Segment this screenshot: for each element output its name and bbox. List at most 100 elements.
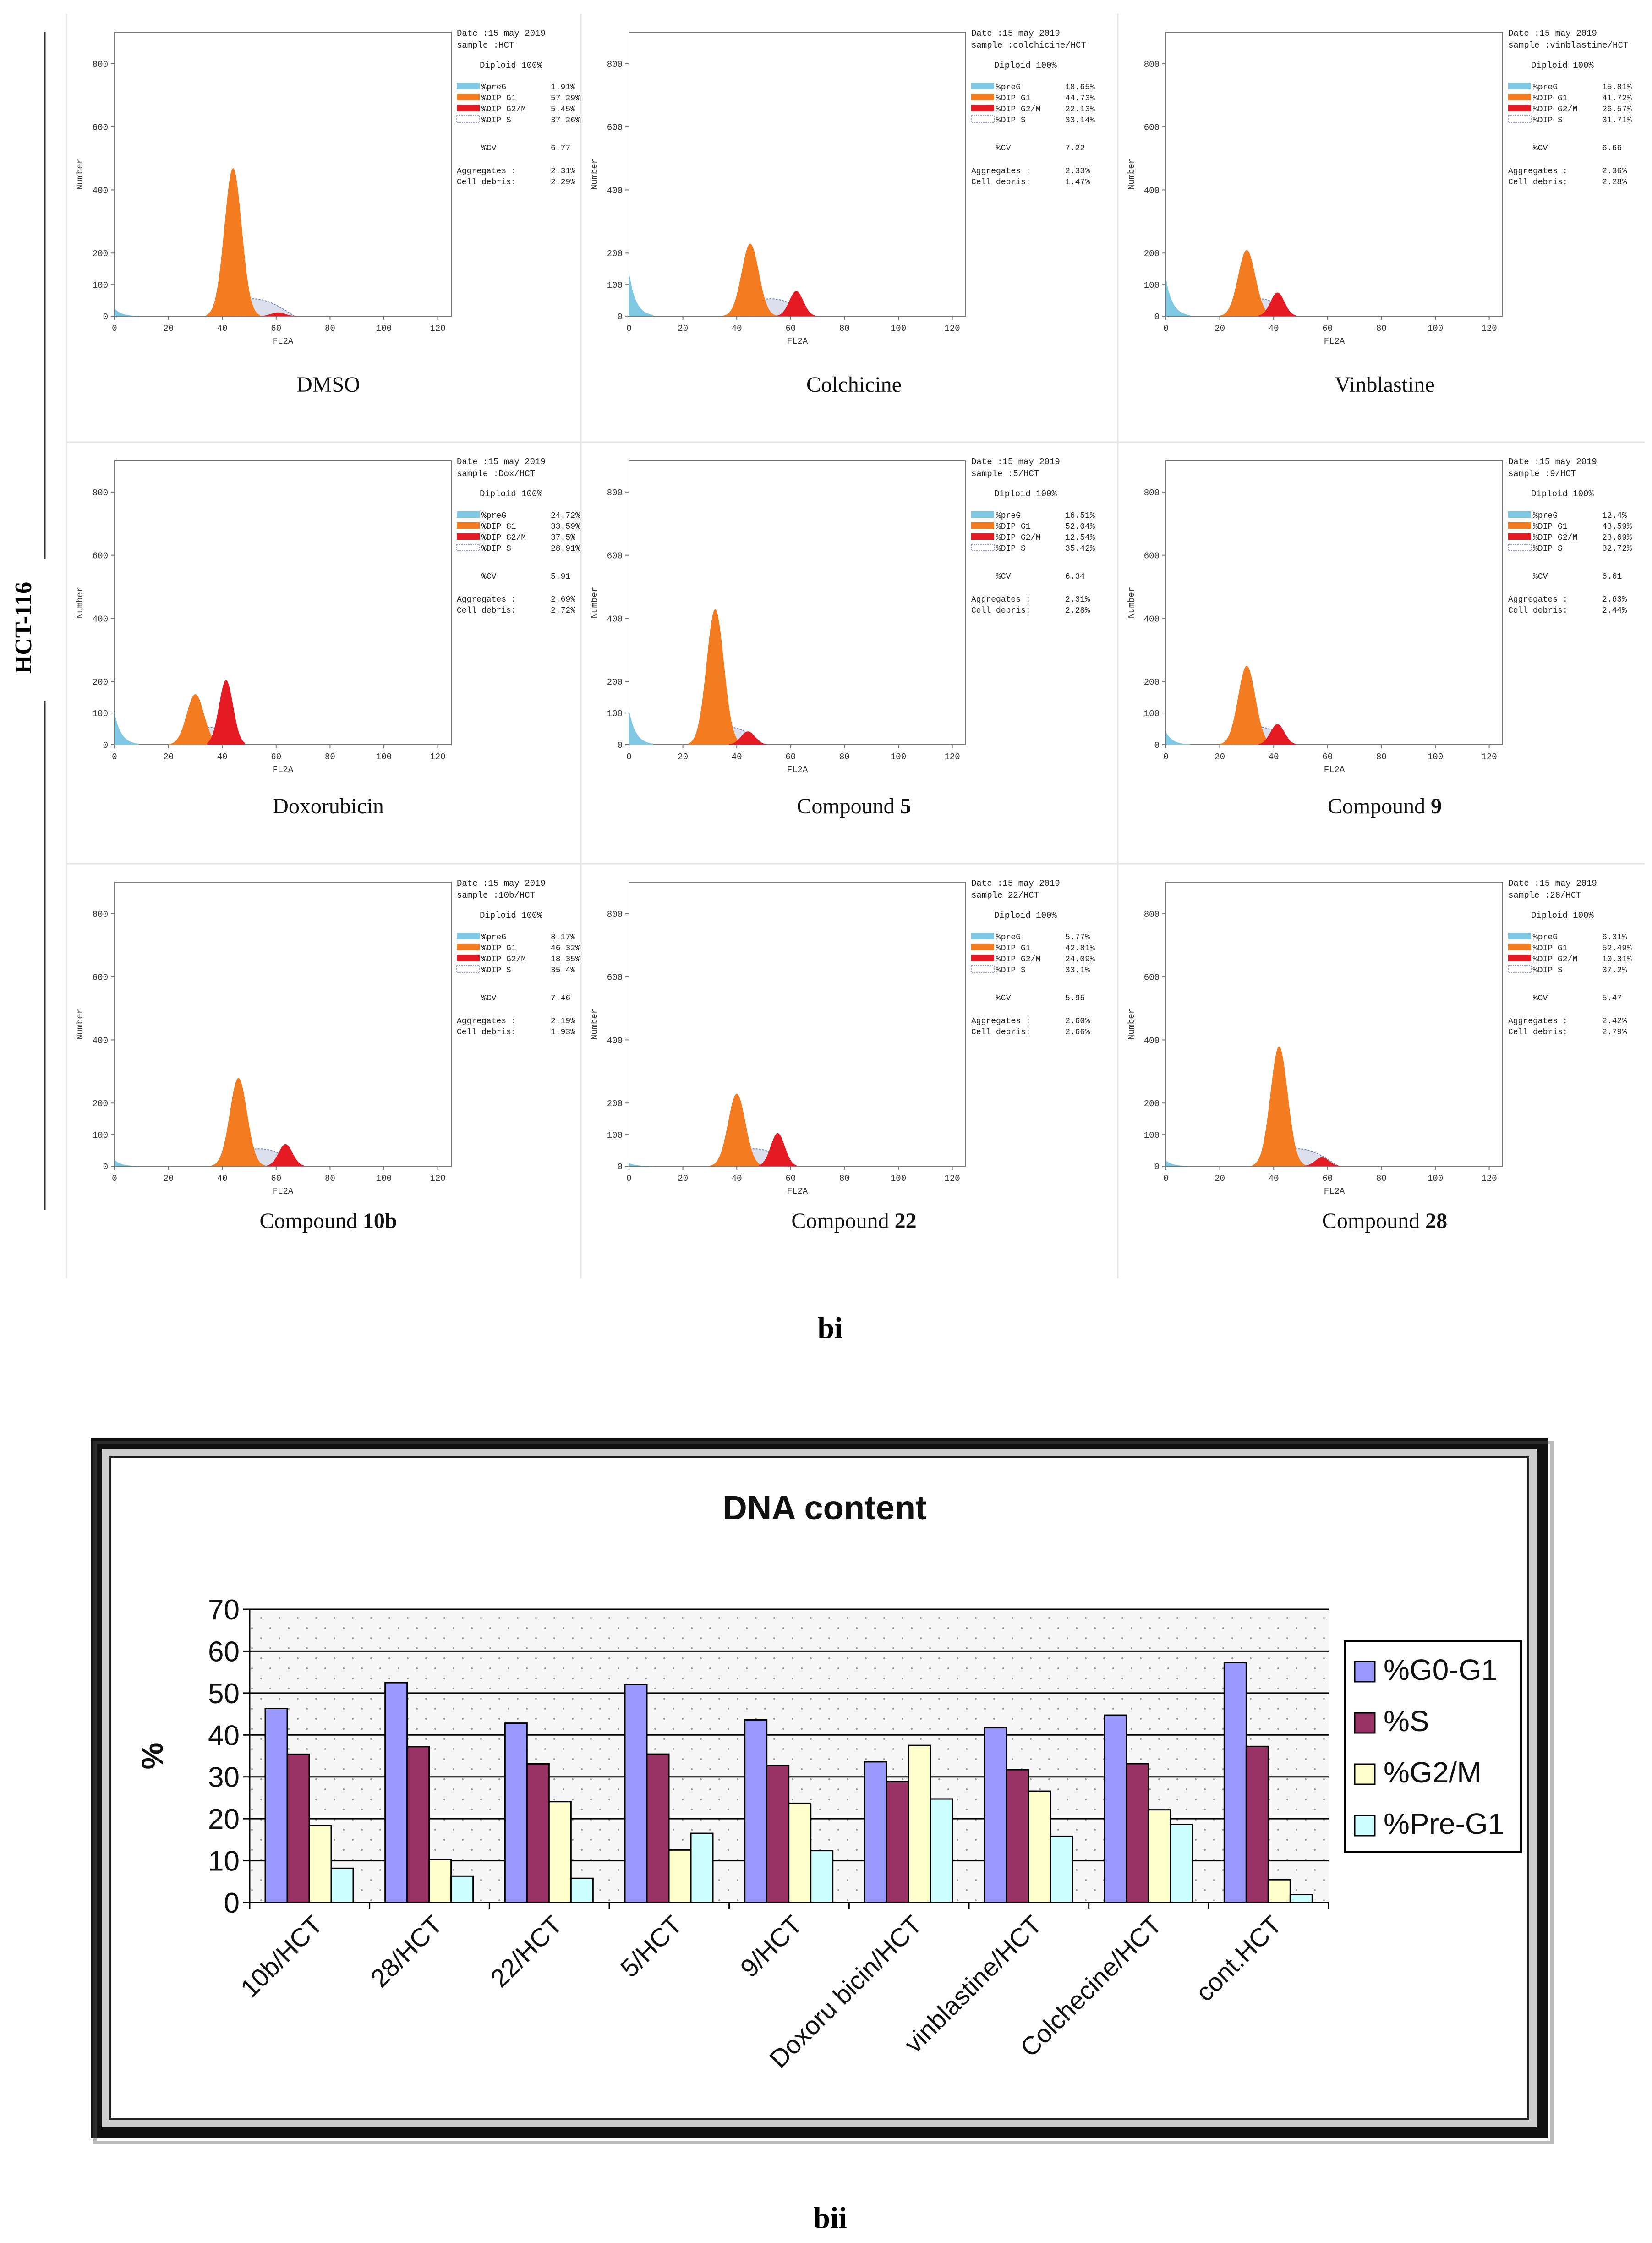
histogram-x-tick-label: 0 [1163,1174,1168,1184]
histogram-x-tick-label: 20 [1214,324,1225,334]
histogram-stat-label: %DIP G2/M [1533,533,1577,543]
histogram-debris-value: 1.47% [1065,178,1090,187]
chart-title: DNA content [722,1489,926,1527]
histogram-x-axis-label: FL2A [787,1186,808,1196]
histogram-date: Date :15 may 2019 [1508,28,1597,38]
histogram-stat-value: 33.1% [1065,966,1090,975]
bar-s [1126,1763,1149,1903]
histogram-stat-label: %DIP G1 [481,94,516,103]
side-label: HCT-116 [11,582,37,674]
histogram-x-axis-label: FL2A [1324,765,1345,775]
histogram-y-axis-label: Number [75,159,85,190]
bar-s [526,1763,550,1903]
histogram-cell: 0 100 200 400 600 800 0 20 40 60 80 100 120 FL2A Numbe… [1127,878,1632,1233]
histogram-y-tick-label: 100 [93,280,108,291]
histogram-stat-label: %DIP G1 [996,944,1031,953]
histogram-preg-peak [629,710,653,745]
histogram-y-tick-label: 400 [93,614,108,624]
histogram-x-axis-label: FL2A [787,336,808,346]
histogram-stat-label: %DIP S [996,544,1026,554]
y-tick-label: 50 [208,1678,240,1710]
histogram-g1-peak [1220,250,1274,316]
histogram-cv-label: %CV [1533,144,1548,153]
histogram-x-tick-label: 60 [1322,1174,1333,1184]
histogram-caption-text: Compound [259,1209,362,1233]
histogram-x-tick-label: 20 [1214,1174,1225,1184]
histogram-y-tick-label: 600 [1144,551,1160,561]
histogram-stat-swatch [457,105,480,111]
histogram-y-tick-label: 400 [93,186,108,196]
histogram-cv-label: %CV [996,144,1011,153]
histogram-stat-swatch [1508,933,1531,939]
histogram-g2m-peak [1258,292,1296,316]
histogram-cv-label: %CV [1533,572,1548,581]
histogram-x-tick-label: 60 [271,1174,281,1184]
histogram-caption: Vinblastine [1335,373,1434,397]
histogram-stat-value: 6.31% [1602,933,1627,942]
histogram-y-axis-label: Number [590,159,600,190]
histogram-x-tick-label: 40 [1269,324,1279,334]
bar-pre-g1 [1170,1823,1193,1903]
histogram-g2m-peak [1258,724,1296,745]
histogram-x-tick-label: 120 [1481,324,1497,334]
legend-label: %Pre-G1 [1384,1807,1504,1840]
histogram-y-tick-label: 600 [607,551,623,561]
histogram-x-tick-label: 20 [163,752,174,762]
histogram-stat-value: 18.35% [551,955,580,964]
histogram-preg-peak [115,713,139,745]
histogram-stat-swatch [1508,94,1531,100]
histogram-frame [629,460,966,745]
histogram-cell: 0 100 200 400 600 800 0 20 40 60 80 100 120 FL2A Numbe… [75,878,580,1233]
histogram-y-tick-label: 100 [1144,709,1160,719]
panel-bi-label: bi [817,1311,842,1345]
legend-swatch [1354,1763,1376,1785]
histogram-stat-label: %DIP G2/M [1533,955,1577,964]
histogram-y-tick-label: 400 [93,1036,108,1046]
histogram-x-tick-label: 120 [944,324,960,334]
histogram-y-tick-label: 400 [607,614,623,624]
histogram-stat-label: %DIP G2/M [481,533,526,543]
bar-pre-g1 [570,1877,594,1903]
histogram-sample: sample :10b/HCT [457,890,535,900]
y-axis-label: % [135,1743,169,1770]
histogram-y-tick-label: 800 [607,60,623,70]
histogram-stat-value: 52.04% [1065,522,1095,532]
histogram-stat-value: 12.54% [1065,533,1095,543]
histogram-y-tick-label: 0 [1154,740,1160,751]
histogram-x-tick-label: 60 [1322,324,1333,334]
histogram-x-tick-label: 60 [785,324,796,334]
histogram-stat-swatch [457,933,480,939]
histogram-date: Date :15 may 2019 [971,878,1060,888]
histogram-debris-value: 2.44% [1602,606,1627,615]
histogram-sample: sample :HCT [457,40,514,50]
histogram-x-tick-label: 100 [891,1174,906,1184]
bar-s [286,1753,310,1903]
histogram-y-tick-label: 100 [607,709,623,719]
histogram-debris-value: 2.79% [1602,1028,1627,1037]
histogram-diploid: Diploid 100% [1531,489,1594,499]
histogram-sample: sample 22/HCT [971,890,1039,900]
histogram-cell: 0 100 200 400 600 800 0 20 40 60 80 100 120 FL2A Numbe… [75,457,580,818]
legend-swatch [1354,1815,1376,1837]
histogram-y-axis-label: Number [590,587,600,618]
histogram-aggregates-value: 2.42% [1602,1017,1627,1026]
histogram-stat-label: %DIP G1 [1533,94,1568,103]
histogram-cv-value: 6.77 [551,144,570,153]
histogram-diploid: Diploid 100% [1531,60,1594,71]
histogram-cell: 0 100 200 400 600 800 0 20 40 60 80 100 120 FL2A Numbe… [75,28,580,397]
histogram-stat-swatch [1508,522,1531,529]
histogram-frame [1165,882,1503,1167]
histogram-diploid: Diploid 100% [994,60,1057,71]
histogram-y-tick-label: 600 [93,123,108,133]
histogram-stat-label: %DIP S [481,966,511,975]
histogram-x-tick-label: 20 [163,324,174,334]
histogram-stat-label: %DIP G1 [481,522,516,532]
histogram-stat-value: 44.73% [1065,94,1095,103]
histogram-sample: sample :28/HCT [1508,890,1581,900]
histogram-x-tick-label: 20 [678,752,688,762]
histogram-x-tick-label: 40 [732,1174,742,1184]
histogram-y-tick-label: 100 [1144,280,1160,291]
histogram-y-tick-label: 200 [93,677,108,687]
histogram-y-tick-label: 800 [1144,60,1160,70]
